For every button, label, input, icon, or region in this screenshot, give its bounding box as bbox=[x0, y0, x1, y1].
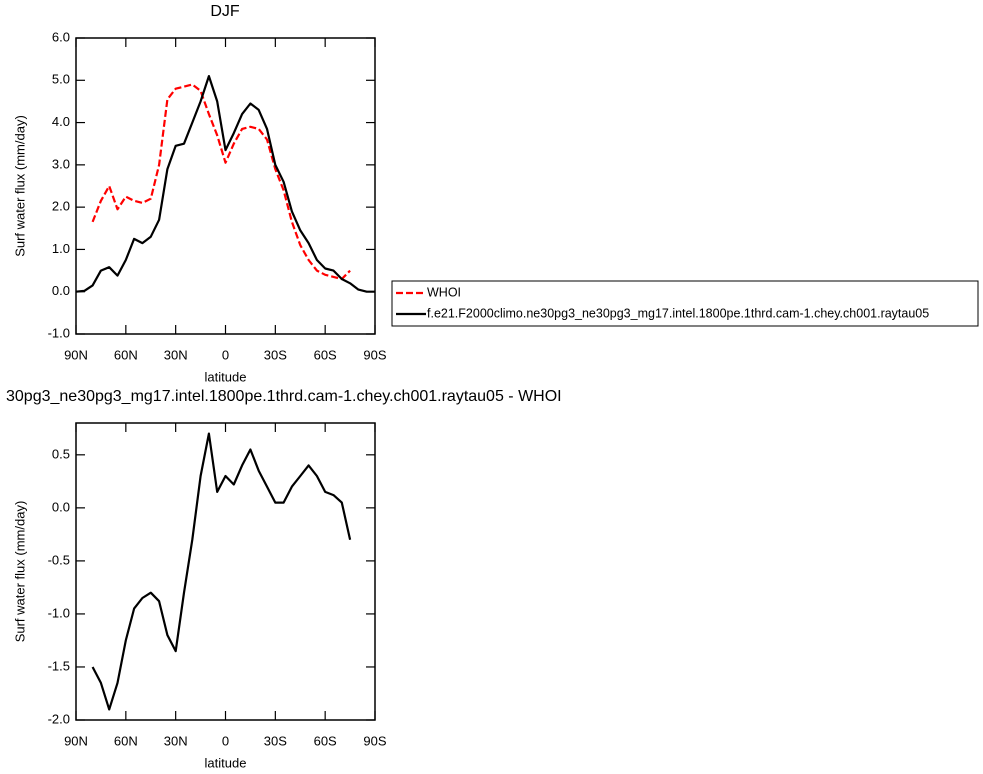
x-tick-label: 90S bbox=[363, 347, 386, 362]
plot-frame bbox=[75, 422, 376, 721]
series-line bbox=[75, 75, 375, 293]
x-tick-label: 90N bbox=[64, 347, 88, 362]
chart-title: 30pg3_ne30pg3_mg17.intel.1800pe.1thrd.ca… bbox=[6, 388, 562, 405]
y-axis-label: Surf water flux (mm/day) bbox=[12, 501, 27, 643]
y-tick-label: 0.0 bbox=[52, 499, 70, 514]
y-tick-label: -1.0 bbox=[48, 325, 70, 340]
y-tick-label: -0.5 bbox=[48, 552, 70, 567]
x-tick-label: 0 bbox=[222, 347, 229, 362]
y-tick-label: -1.5 bbox=[48, 658, 70, 673]
x-tick-label: 0 bbox=[222, 733, 229, 748]
x-tick-label: 90S bbox=[363, 733, 386, 748]
y-axis-label: Surf water flux (mm/day) bbox=[12, 115, 27, 257]
x-tick-label: 60S bbox=[314, 347, 337, 362]
x-tick-label: 30N bbox=[164, 347, 188, 362]
x-tick-label: 30S bbox=[264, 347, 287, 362]
legend-label: f.e21.F2000climo.ne30pg3_ne30pg3_mg17.in… bbox=[427, 306, 929, 320]
y-tick-label: -1.0 bbox=[48, 605, 70, 620]
y-tick-label: 6.0 bbox=[52, 29, 70, 44]
x-axis-label: latitude bbox=[205, 755, 247, 770]
series-line bbox=[91, 432, 352, 711]
x-tick-label: 30S bbox=[264, 733, 287, 748]
y-tick-label: 5.0 bbox=[52, 72, 70, 87]
legend-label: WHOI bbox=[427, 285, 461, 299]
plot-frame bbox=[75, 37, 376, 335]
y-tick-label: 1.0 bbox=[52, 241, 70, 256]
series-line bbox=[91, 83, 351, 281]
chart-title: DJF bbox=[210, 3, 240, 20]
y-tick-label: 3.0 bbox=[52, 156, 70, 171]
x-tick-label: 60S bbox=[314, 733, 337, 748]
y-tick-label: 0.0 bbox=[52, 283, 70, 298]
y-tick-label: 2.0 bbox=[52, 199, 70, 214]
legend-box bbox=[391, 280, 979, 327]
y-tick-label: 0.5 bbox=[52, 446, 70, 461]
x-axis-label: latitude bbox=[205, 369, 247, 384]
x-tick-label: 60N bbox=[114, 347, 138, 362]
x-tick-label: 90N bbox=[64, 733, 88, 748]
y-tick-label: -2.0 bbox=[48, 711, 70, 726]
y-tick-label: 4.0 bbox=[52, 114, 70, 129]
x-tick-label: 30N bbox=[164, 733, 188, 748]
x-tick-label: 60N bbox=[114, 733, 138, 748]
